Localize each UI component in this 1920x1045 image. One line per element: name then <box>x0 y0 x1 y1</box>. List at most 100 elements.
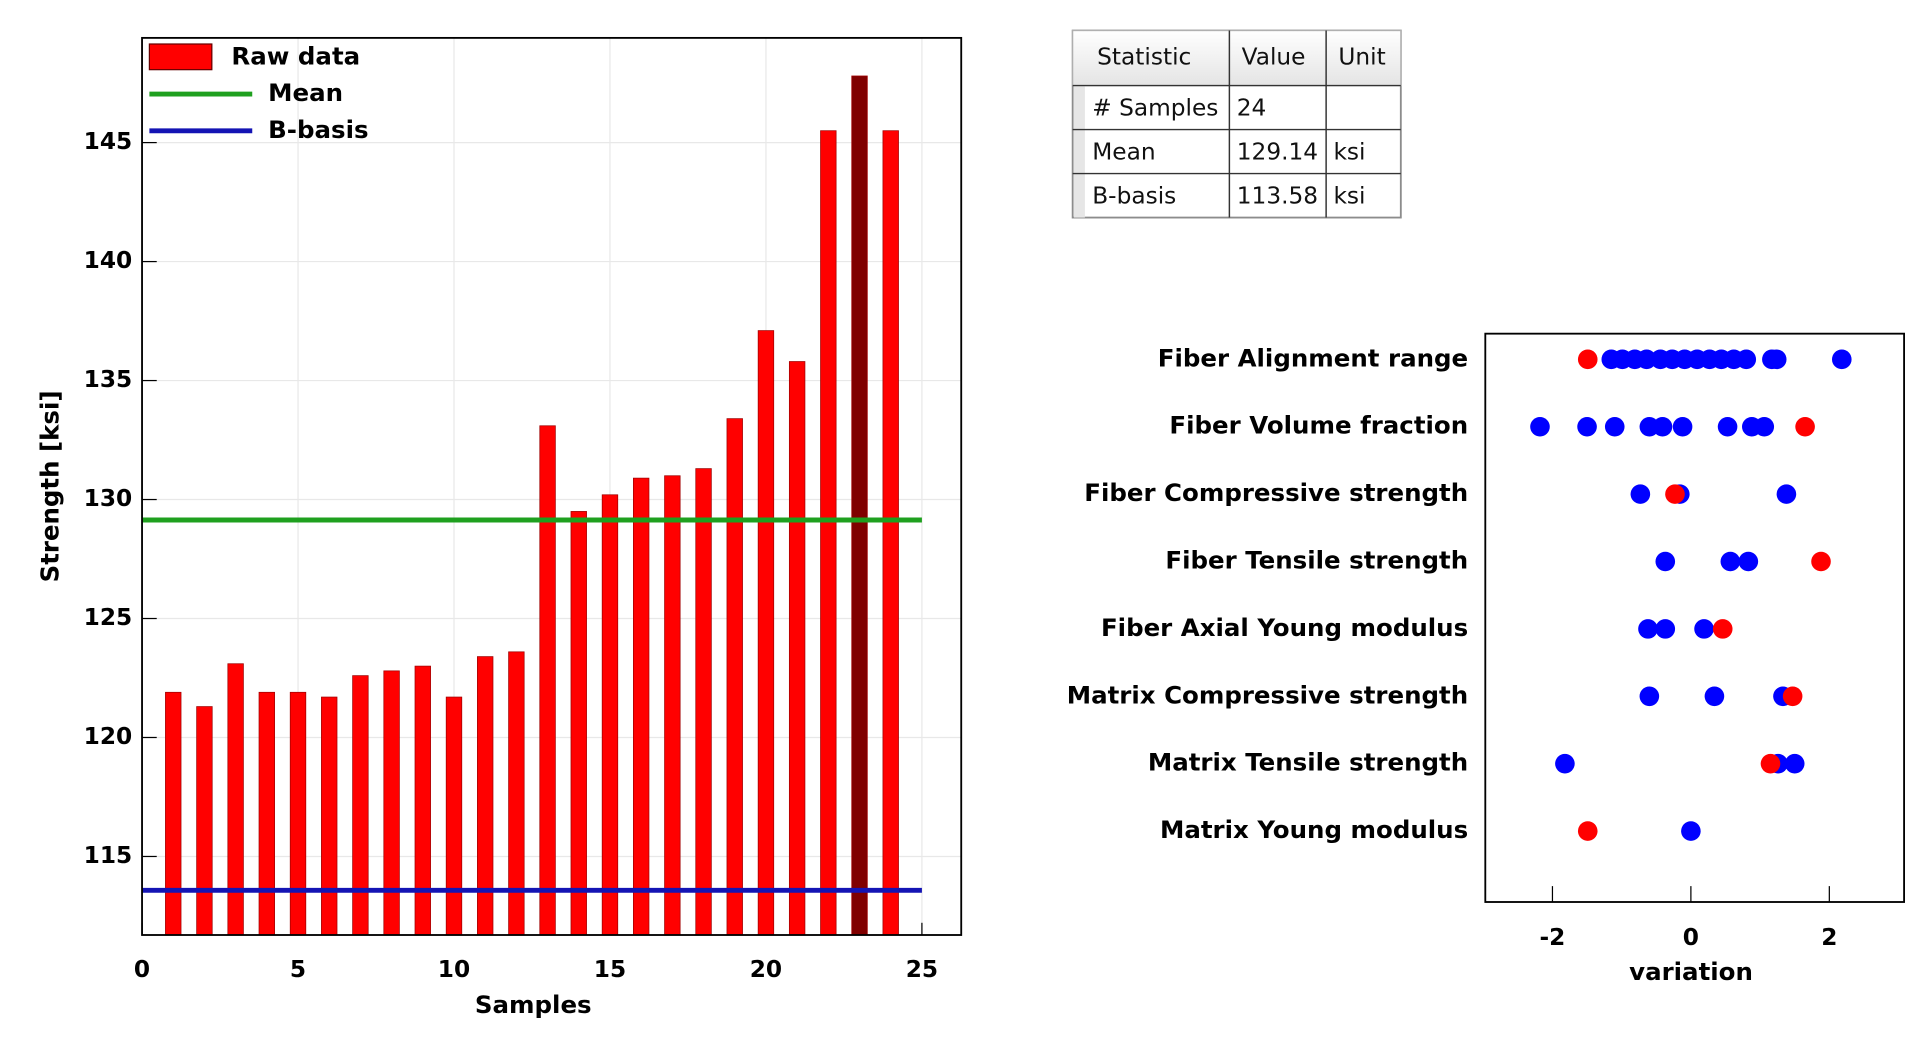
bar <box>289 691 307 936</box>
bar <box>851 75 868 936</box>
dot <box>1665 484 1685 504</box>
dot <box>1712 619 1733 639</box>
dot <box>1604 416 1625 437</box>
dot <box>1577 821 1598 841</box>
column-header: Statistic <box>1097 44 1191 71</box>
dot <box>1760 753 1781 774</box>
dot <box>1736 349 1757 370</box>
dot <box>1720 551 1741 572</box>
bar <box>820 130 837 936</box>
y-tick-label: 125 <box>84 604 133 631</box>
bar <box>196 706 213 936</box>
dot <box>1704 686 1725 707</box>
bar <box>258 691 275 936</box>
category-label: Fiber Alignment range <box>1158 343 1468 372</box>
dot <box>1784 753 1805 774</box>
bar <box>414 665 431 936</box>
dot <box>1694 619 1714 639</box>
dot <box>1652 416 1673 437</box>
dot <box>1811 551 1831 572</box>
category-label: Fiber Volume fraction <box>1169 411 1468 440</box>
plot-frame <box>141 36 963 936</box>
x-tick-label: 0 <box>1683 924 1699 951</box>
x-tick-label: 25 <box>906 956 938 983</box>
dot <box>1630 484 1651 504</box>
legend-label: B-basis <box>268 115 368 144</box>
dot <box>1639 686 1660 707</box>
table-cell: 24 <box>1237 94 1267 121</box>
dot <box>1831 349 1852 370</box>
dot <box>1672 416 1693 437</box>
dot <box>1638 619 1658 639</box>
dot <box>1738 551 1759 572</box>
dot <box>1655 619 1676 639</box>
table-cell: B-basis <box>1092 182 1176 209</box>
bar <box>352 675 369 936</box>
category-label: Fiber Axial Young modulus <box>1101 613 1468 642</box>
bar <box>695 468 712 936</box>
x-tick-label: -2 <box>1540 924 1566 951</box>
y-tick-label: 115 <box>84 842 133 869</box>
bar <box>227 663 244 936</box>
dot <box>1754 416 1775 437</box>
bar <box>757 330 775 936</box>
x-tick-label: 20 <box>750 956 782 983</box>
bar <box>445 696 463 936</box>
row-header-strip <box>1073 85 1085 218</box>
dot <box>1655 551 1676 572</box>
bar-chart: 0 5 10 15 20 25 115 120 125 130 135 140 145 Raw data M… <box>35 36 963 1019</box>
dot <box>1782 686 1803 707</box>
y-tick-label: 120 <box>84 723 133 750</box>
y-tick-label: 145 <box>84 128 133 155</box>
legend-label: Raw data <box>231 41 360 70</box>
table-cell: # Samples <box>1092 94 1218 121</box>
bar <box>321 696 338 936</box>
x-axis-label: Samples <box>475 990 592 1019</box>
dot <box>1577 416 1597 437</box>
category-label: Fiber Tensile strength <box>1165 546 1468 575</box>
legend-swatch <box>148 43 213 71</box>
x-tick-label: 2 <box>1821 924 1837 951</box>
bar <box>788 361 806 936</box>
bar <box>165 691 182 936</box>
bar <box>601 494 619 936</box>
x-tick-label: 10 <box>438 956 470 983</box>
y-axis-label: Strength [ksi] <box>35 391 64 583</box>
bar <box>539 425 556 936</box>
category-label: Fiber Compressive strength <box>1084 478 1468 507</box>
dot <box>1681 821 1701 841</box>
bar <box>726 418 743 936</box>
dot <box>1776 484 1797 504</box>
bar <box>477 656 494 936</box>
table-cell: 113.58 <box>1237 182 1318 209</box>
bar <box>383 670 400 936</box>
category-label: Matrix Young modulus <box>1160 815 1468 844</box>
bar <box>632 477 650 936</box>
legend-label: Mean <box>268 78 343 107</box>
table-cell: 129.14 <box>1237 138 1318 165</box>
x-tick-label: 15 <box>594 956 626 983</box>
dot <box>1766 349 1787 370</box>
plot-frame <box>1484 332 1905 903</box>
dot <box>1555 753 1575 774</box>
dot <box>1636 349 1657 370</box>
statistics-table: Statistic Value Unit # Samples 24 Mean 129.14 k… <box>1071 29 1402 219</box>
table-cell: ksi <box>1333 182 1365 209</box>
table-cell: ksi <box>1333 138 1365 165</box>
x-tick-label: 0 <box>134 956 150 983</box>
dot <box>1530 416 1550 437</box>
x-tick-label: 5 <box>290 956 306 983</box>
bar <box>664 475 681 936</box>
table-cell: Mean <box>1092 138 1155 165</box>
category-label: Matrix Tensile strength <box>1148 748 1468 777</box>
dot <box>1717 416 1738 437</box>
dot <box>1577 349 1598 370</box>
y-tick-label: 130 <box>84 485 133 512</box>
x-axis-label: variation <box>1629 957 1753 986</box>
category-label: Matrix Compressive strength <box>1067 680 1468 709</box>
y-tick-label: 135 <box>84 366 133 393</box>
column-header: Unit <box>1338 44 1385 71</box>
